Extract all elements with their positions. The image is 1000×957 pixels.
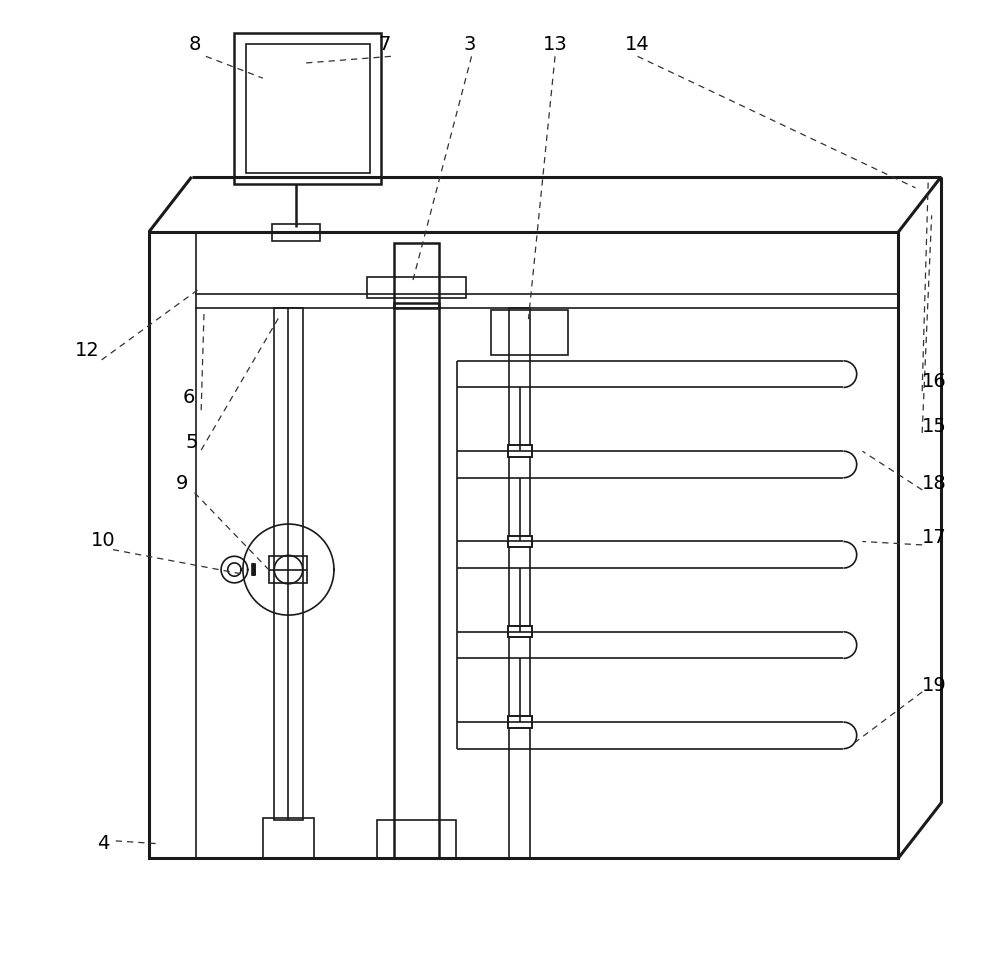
Bar — [149, 232, 196, 858]
Bar — [508, 626, 532, 637]
Bar — [274, 308, 303, 820]
Bar — [509, 308, 530, 858]
Bar — [508, 536, 532, 547]
Bar — [246, 44, 370, 173]
Bar — [263, 818, 314, 858]
Text: 5: 5 — [185, 433, 198, 452]
Text: 7: 7 — [378, 34, 390, 54]
Text: 12: 12 — [75, 341, 100, 360]
Text: 16: 16 — [922, 372, 947, 391]
Text: 14: 14 — [625, 34, 650, 54]
Bar — [149, 232, 898, 858]
Bar — [234, 33, 381, 185]
Bar — [508, 536, 532, 547]
Bar — [508, 446, 532, 456]
Text: 9: 9 — [176, 474, 188, 493]
Bar — [491, 310, 568, 355]
Bar — [508, 446, 532, 456]
Text: 13: 13 — [543, 34, 567, 54]
Text: 10: 10 — [91, 531, 116, 549]
Bar — [508, 717, 532, 728]
Bar — [508, 626, 532, 637]
Bar — [272, 224, 320, 241]
Bar — [508, 717, 532, 728]
Bar — [394, 243, 439, 308]
Text: 8: 8 — [188, 34, 201, 54]
Text: 4: 4 — [97, 835, 110, 854]
Bar — [394, 303, 439, 858]
Text: 18: 18 — [922, 474, 947, 493]
Bar — [377, 820, 456, 858]
Text: 3: 3 — [463, 34, 476, 54]
Text: 15: 15 — [922, 417, 947, 435]
Bar — [367, 278, 466, 299]
Text: 17: 17 — [922, 528, 947, 546]
Text: 19: 19 — [922, 676, 947, 695]
Bar — [269, 556, 307, 583]
Text: 6: 6 — [183, 389, 195, 408]
